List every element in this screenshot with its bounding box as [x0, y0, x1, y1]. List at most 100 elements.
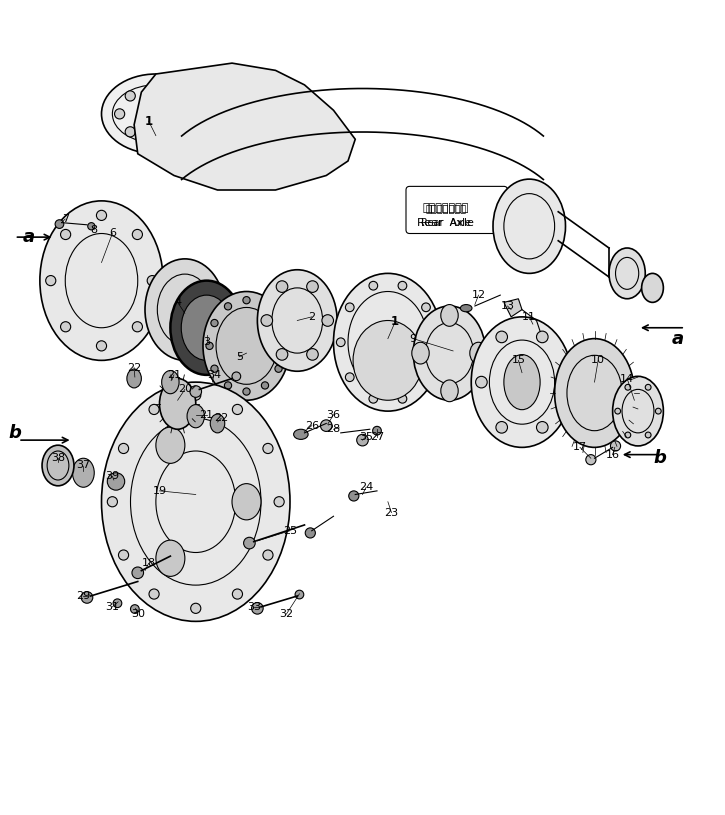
Circle shape	[422, 303, 431, 311]
Ellipse shape	[470, 342, 487, 364]
Circle shape	[398, 394, 407, 403]
Text: 35: 35	[359, 431, 373, 442]
Circle shape	[132, 322, 142, 332]
Text: 38: 38	[51, 453, 65, 463]
Circle shape	[586, 455, 596, 465]
Ellipse shape	[412, 342, 429, 364]
Ellipse shape	[102, 74, 210, 154]
Circle shape	[276, 349, 288, 360]
Ellipse shape	[40, 200, 163, 360]
Text: 15: 15	[511, 355, 526, 365]
Ellipse shape	[460, 305, 472, 312]
Ellipse shape	[156, 427, 185, 464]
Ellipse shape	[353, 320, 423, 400]
Text: 29: 29	[76, 591, 91, 601]
Circle shape	[431, 338, 439, 346]
Circle shape	[96, 210, 107, 220]
Circle shape	[369, 281, 378, 290]
Text: 22: 22	[214, 413, 228, 423]
Ellipse shape	[493, 179, 566, 273]
Circle shape	[151, 83, 161, 94]
Text: 32: 32	[279, 609, 294, 619]
Circle shape	[113, 599, 122, 608]
Circle shape	[151, 134, 161, 144]
Circle shape	[81, 592, 93, 603]
Text: 4: 4	[174, 297, 181, 307]
Text: 17: 17	[573, 443, 587, 452]
Circle shape	[243, 388, 250, 395]
Text: 10: 10	[591, 355, 605, 365]
Circle shape	[398, 281, 407, 290]
Circle shape	[322, 315, 334, 326]
Circle shape	[55, 220, 64, 228]
Ellipse shape	[471, 317, 573, 447]
Ellipse shape	[441, 305, 458, 326]
Ellipse shape	[257, 270, 337, 372]
Text: 28: 28	[326, 425, 341, 434]
Ellipse shape	[555, 338, 634, 447]
Circle shape	[244, 537, 255, 548]
Text: Rear  Axle: Rear Axle	[418, 218, 474, 227]
Circle shape	[130, 605, 139, 614]
Circle shape	[252, 602, 263, 615]
Text: 2: 2	[308, 312, 315, 322]
Circle shape	[645, 385, 651, 390]
Circle shape	[261, 315, 273, 326]
Circle shape	[225, 302, 232, 310]
Circle shape	[232, 404, 242, 415]
Circle shape	[496, 421, 507, 433]
Circle shape	[307, 349, 318, 360]
Circle shape	[276, 281, 288, 293]
Circle shape	[610, 441, 621, 451]
Circle shape	[625, 432, 631, 438]
Circle shape	[261, 381, 268, 389]
Text: b: b	[653, 449, 666, 467]
Ellipse shape	[72, 458, 94, 487]
Circle shape	[345, 303, 354, 311]
Text: 34: 34	[207, 370, 221, 380]
Circle shape	[115, 108, 125, 119]
Text: 33: 33	[247, 601, 261, 612]
Text: リヤーアクスル: リヤーアクスル	[423, 203, 469, 214]
Text: Rear  Axle: Rear Axle	[421, 218, 471, 227]
Text: 39: 39	[105, 471, 120, 482]
Circle shape	[275, 319, 282, 327]
Text: 30: 30	[130, 609, 145, 619]
Circle shape	[149, 404, 160, 415]
Circle shape	[263, 443, 273, 453]
Text: b: b	[8, 424, 21, 442]
Ellipse shape	[609, 248, 645, 299]
Text: 25: 25	[283, 526, 297, 535]
Circle shape	[46, 275, 56, 286]
Circle shape	[280, 342, 287, 350]
Circle shape	[191, 603, 201, 614]
Ellipse shape	[232, 483, 261, 520]
Ellipse shape	[127, 369, 141, 388]
Circle shape	[206, 342, 213, 350]
Circle shape	[176, 127, 186, 137]
Ellipse shape	[441, 380, 458, 402]
Circle shape	[107, 496, 117, 507]
Circle shape	[349, 491, 359, 501]
Ellipse shape	[203, 292, 290, 400]
Circle shape	[132, 229, 142, 240]
Circle shape	[422, 372, 431, 381]
Ellipse shape	[504, 355, 540, 410]
Text: 23: 23	[384, 508, 399, 518]
Ellipse shape	[642, 273, 663, 302]
FancyBboxPatch shape	[406, 187, 508, 234]
Circle shape	[107, 473, 125, 490]
Circle shape	[476, 377, 487, 388]
Text: 26: 26	[304, 421, 319, 430]
Text: 21: 21	[199, 410, 214, 420]
Circle shape	[320, 420, 332, 431]
Circle shape	[261, 302, 268, 310]
Text: 21: 21	[167, 370, 181, 380]
Circle shape	[655, 408, 661, 414]
Ellipse shape	[613, 377, 663, 446]
Ellipse shape	[210, 414, 225, 433]
Ellipse shape	[102, 382, 290, 621]
Circle shape	[211, 365, 218, 372]
Text: 12: 12	[471, 290, 486, 300]
Circle shape	[357, 434, 368, 446]
